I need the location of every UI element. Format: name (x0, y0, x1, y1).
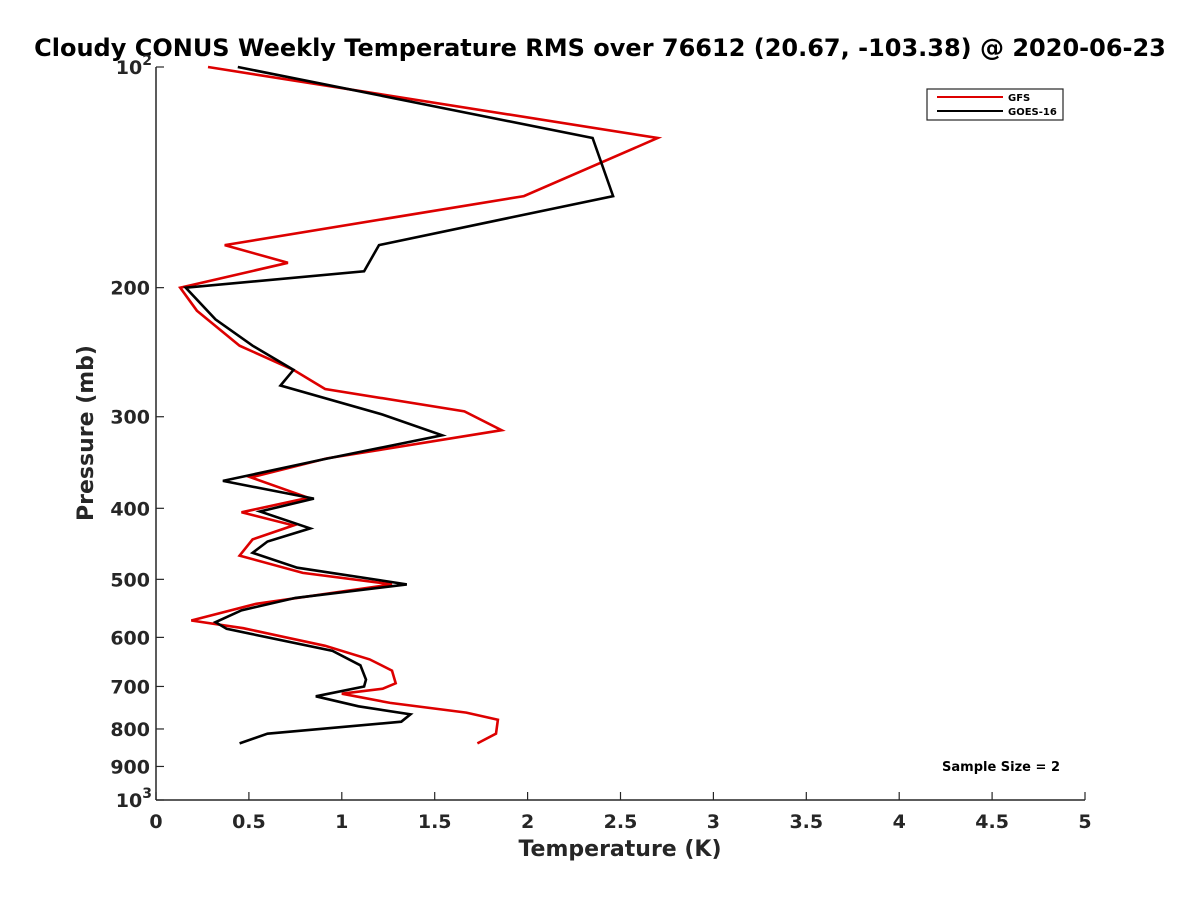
y-tick-exponent: 2 (142, 53, 152, 69)
y-tick-label: 400 (110, 498, 150, 520)
series-line-goes16 (182, 65, 615, 745)
y-tick-label: 800 (110, 719, 150, 741)
x-tick-label: 0.5 (232, 811, 266, 833)
x-tick-label: 3 (707, 811, 720, 833)
y-tick-label: 103 (116, 786, 152, 812)
x-tick-label: 3.5 (789, 811, 823, 833)
legend-label-goes16: GOES-16 (1008, 107, 1057, 118)
x-tick-label: 1 (335, 811, 348, 833)
x-tick-label: 4.5 (975, 811, 1009, 833)
y-tick-label: 102 (116, 53, 152, 79)
x-tick-label: 5 (1078, 811, 1091, 833)
y-tick-exponent: 3 (142, 786, 152, 802)
x-tick-label: 1.5 (418, 811, 452, 833)
x-tick-label: 2.5 (604, 811, 638, 833)
axes (155, 67, 1085, 801)
y-tick-label: 200 (110, 278, 150, 300)
y-tick-label: 900 (110, 756, 150, 778)
y-axis-label: Pressure (mb) (74, 345, 99, 521)
y-tick-label: 700 (110, 676, 150, 698)
x-tick-label: 2 (521, 811, 534, 833)
legend: GFS GOES-16 (926, 88, 1064, 121)
y-tick-base: 10 (116, 790, 142, 812)
x-axis-label: Temperature (K) (518, 837, 721, 862)
legend-label-gfs: GFS (1008, 93, 1030, 104)
y-tick-base: 10 (116, 57, 142, 79)
series-line-gfs (177, 65, 663, 745)
y-tick-label: 500 (110, 569, 150, 591)
legend-box (926, 88, 1064, 121)
x-tick-label: 0 (149, 811, 162, 833)
y-tick-label: 300 (110, 407, 150, 429)
y-tick-label: 600 (110, 627, 150, 649)
x-tick-label: 4 (893, 811, 906, 833)
sample-size-annotation: Sample Size = 2 (942, 760, 1060, 775)
chart-title: Cloudy CONUS Weekly Temperature RMS over… (34, 34, 1166, 62)
